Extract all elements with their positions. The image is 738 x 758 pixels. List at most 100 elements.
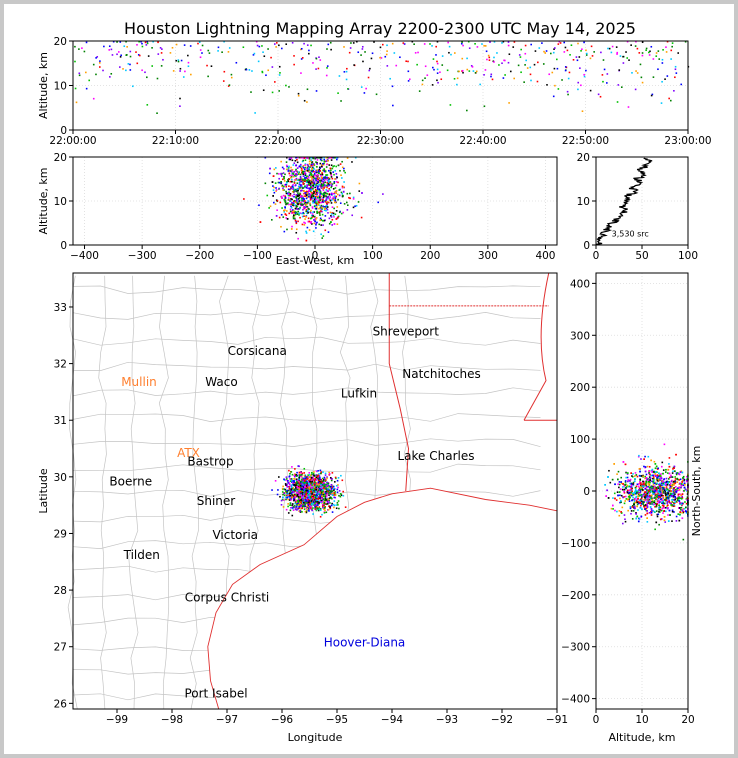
eastwest-source-point (332, 188, 335, 190)
eastwest-source-point (311, 223, 313, 225)
plan-view-source-point (291, 491, 294, 493)
northsouth-source-point (658, 483, 660, 486)
time-altitude-source-point (132, 85, 134, 88)
eastwest-source-point (308, 229, 311, 231)
plan-view-source-point (316, 491, 319, 493)
eastwest-source-point (321, 200, 324, 203)
northsouth-source-point (651, 488, 653, 491)
eastwest-source-point (290, 212, 293, 214)
plan-view-source-point (305, 492, 307, 494)
plan-view-source-point (315, 479, 318, 481)
time-altitude-source-point (180, 59, 183, 62)
eastwest-source-point (289, 158, 292, 161)
time-altitude-source-point (126, 46, 128, 48)
northsouth-source-point (666, 498, 669, 500)
eastwest-source-point (264, 182, 267, 185)
time-altitude-source-point (597, 93, 600, 96)
northsouth-source-point (656, 482, 658, 485)
eastwest-source-point (301, 189, 303, 192)
northsouth-source-point (638, 474, 641, 477)
eastwest-source-point (286, 156, 288, 159)
time-altitude-source-point (379, 46, 382, 49)
northsouth-source-point (683, 478, 686, 481)
time-altitude-source-point (641, 81, 644, 84)
plan-view-source-point (299, 484, 302, 487)
eastwest-source-point (299, 186, 301, 189)
eastwest-source-point (319, 156, 322, 159)
eastwest-source-point (315, 204, 318, 206)
eastwest-source-point (310, 187, 312, 190)
northsouth-source-point (638, 454, 640, 457)
eastwest-source-point (346, 157, 349, 159)
northsouth-source-point (632, 496, 634, 499)
plan-view-source-point (297, 504, 300, 506)
eastwest-source-point (341, 192, 343, 195)
northsouth-source-point (658, 511, 660, 513)
northsouth-source-point (656, 478, 658, 480)
plan-view-source-point (294, 489, 296, 492)
eastwest-source-point (313, 222, 316, 225)
northsouth-source-point (635, 512, 637, 514)
eastwest-source-point (299, 216, 301, 219)
eastwest-source-point (328, 169, 330, 172)
northsouth-source-point (677, 495, 680, 497)
plan-view-source-point (311, 488, 314, 490)
northsouth-source-point (634, 488, 637, 491)
time-altitude-source-point (317, 67, 320, 70)
time-altitude-source-point (262, 51, 264, 53)
northsouth-source-point (648, 470, 651, 472)
eastwest-source-point (300, 203, 302, 206)
eastwest-source-point (278, 181, 281, 184)
eastwest-source-point (329, 181, 332, 183)
northsouth-source-point (671, 505, 673, 507)
eastwest-source-point (299, 176, 302, 178)
plan-view-source-point (304, 487, 306, 490)
plan-view-source-point (313, 484, 316, 487)
eastwest-source-point (314, 217, 317, 220)
northsouth-source-point (649, 497, 652, 500)
time-altitude-source-point (471, 66, 474, 68)
plan-view-source-point (292, 509, 295, 511)
plan-view-source-point (300, 496, 303, 498)
plan-view-source-point (298, 498, 300, 501)
time-altitude-source-point (326, 67, 328, 69)
northsouth-source-point (642, 501, 644, 504)
time-altitude-source-point (386, 65, 389, 67)
county-line (72, 438, 541, 448)
time-altitude-source-point (546, 84, 548, 86)
eastwest-source-point (304, 164, 307, 166)
eastwest-source-point (334, 178, 336, 180)
eastwest-source-point (311, 170, 313, 173)
plan-view-source-point (298, 465, 300, 468)
time-altitude-source-point (74, 60, 76, 63)
plan-view-source-point (280, 499, 283, 502)
plan-view-source-point (300, 485, 302, 488)
eastwest-source-point (285, 183, 287, 186)
eastwest-source-point (320, 176, 323, 179)
time-altitude-source-point (179, 67, 182, 70)
time-altitude-source-point (88, 79, 91, 82)
eastwest-source-point (276, 209, 278, 212)
city-label: Hoover-Diana (324, 636, 406, 650)
northsouth-source-point (650, 497, 653, 500)
time-altitude-source-point (365, 87, 367, 90)
plan-view-source-point (300, 495, 303, 498)
time-altitude-source-point (589, 89, 592, 92)
eastwest-source-point (312, 195, 315, 197)
eastwest-source-point (287, 202, 289, 204)
time-altitude-source-point (343, 71, 346, 73)
northsouth-source-point (627, 480, 629, 483)
eastwest-source-point (329, 196, 332, 198)
northsouth-source-point (619, 494, 621, 497)
eastwest-source-point (348, 196, 350, 199)
time-altitude-source-point (607, 47, 609, 50)
plan-view-source-point (294, 494, 297, 497)
northsouth-source-point (662, 512, 664, 514)
time-altitude-source-point (488, 56, 491, 59)
time-altitude-source-point (601, 74, 604, 76)
eastwest-source-point (294, 207, 297, 210)
time-altitude-source-point (423, 43, 426, 45)
plan-view-source-point (298, 505, 300, 508)
northsouth-source-point (645, 509, 648, 512)
northsouth-source-point (654, 481, 657, 484)
